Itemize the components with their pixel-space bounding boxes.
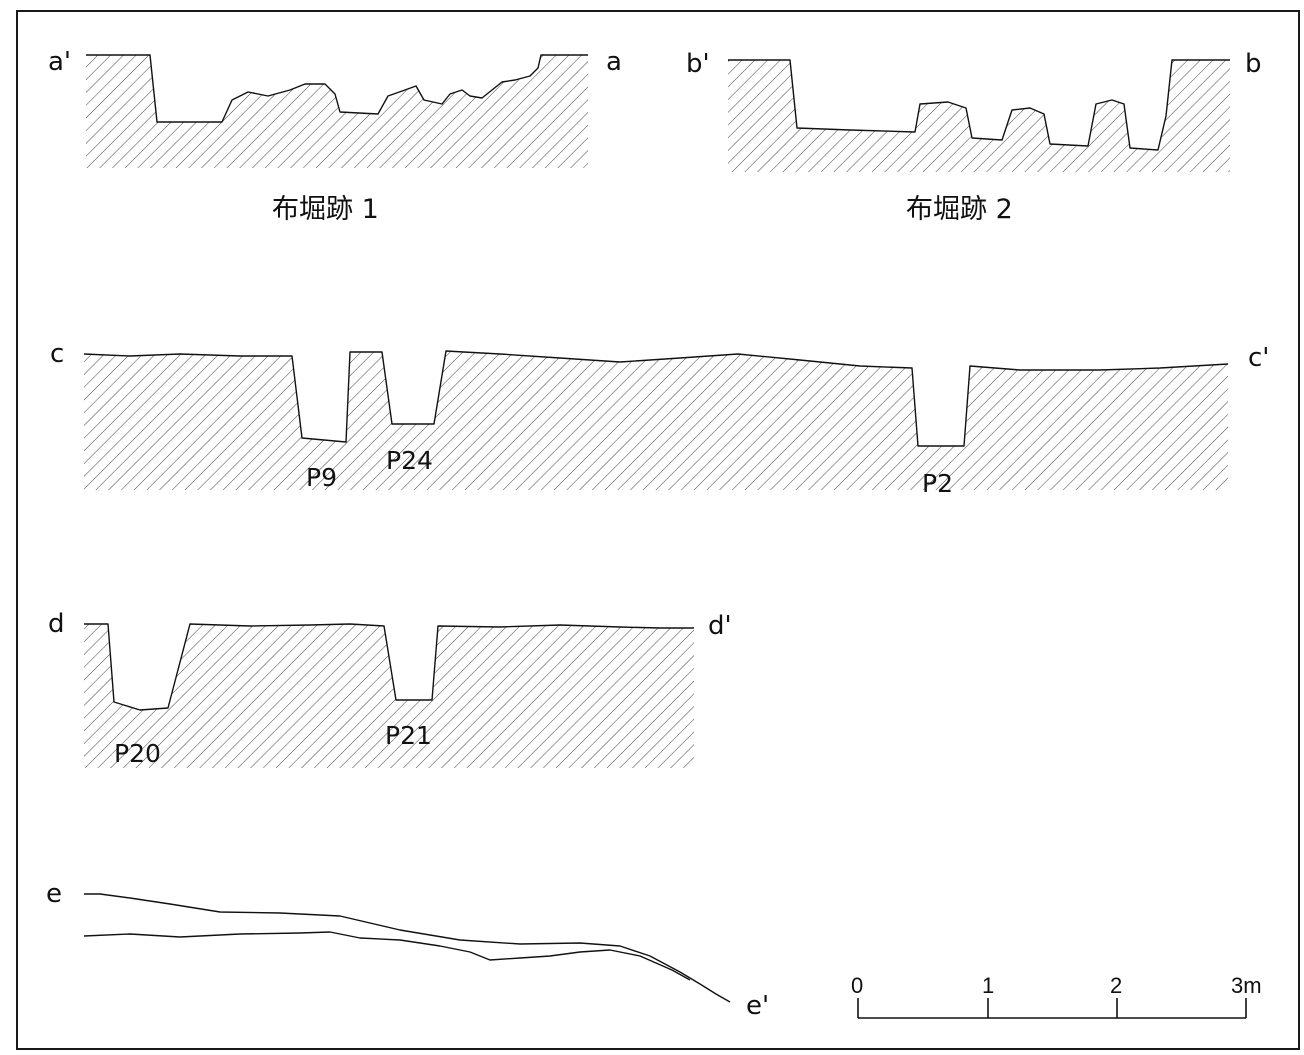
pit-label-p24: P24 (386, 446, 433, 475)
pit-label-p20: P20 (114, 739, 161, 768)
section-e-lower-line (83, 931, 691, 981)
section-d-left-label: d (48, 609, 65, 639)
section-d-right-label: d' (708, 611, 732, 641)
section-d-surface (84, 623, 694, 711)
section-a-surface (86, 54, 588, 123)
section-a-caption: 布堀跡 1 (272, 194, 379, 225)
section-b-caption: 布堀跡 2 (906, 194, 1013, 225)
section-c-left-label: c (50, 339, 64, 369)
section-b-soil (728, 60, 1230, 172)
section-a-right-label: a (606, 47, 622, 77)
scale-label-3m: 3m (1231, 973, 1262, 998)
pit-label-p2: P2 (922, 469, 953, 498)
section-c-soil (84, 351, 1228, 490)
section-e-left-label: e (46, 879, 62, 909)
section-d: d d' P20 P21 (48, 609, 732, 768)
section-a-left-label: a' (48, 47, 71, 77)
figure-frame (16, 10, 1300, 1050)
section-d-soil (84, 624, 694, 768)
section-b-right-label: b (1245, 49, 1262, 79)
section-c-surface (83, 350, 1229, 447)
section-c: c c' P9 P24 P2 (50, 339, 1269, 498)
scale-label-1: 1 (982, 973, 994, 998)
section-e: e e' (46, 879, 769, 1021)
scale-label-0: 0 (851, 973, 863, 998)
section-b: b' b 布堀跡 2 (686, 49, 1262, 225)
pit-label-p9: P9 (306, 463, 337, 492)
section-a: a' a 布堀跡 1 (48, 47, 622, 225)
section-b-left-label: b' (686, 49, 710, 79)
section-c-right-label: c' (1248, 343, 1269, 373)
section-e-right-label: e' (746, 991, 769, 1021)
scale-label-2: 2 (1110, 973, 1122, 998)
section-e-upper-line (84, 893, 731, 1003)
pit-label-p21: P21 (385, 721, 432, 750)
section-a-soil (86, 55, 588, 168)
scale-bar: 0 1 2 3m (851, 973, 1262, 1019)
section-b-surface (728, 59, 1230, 151)
